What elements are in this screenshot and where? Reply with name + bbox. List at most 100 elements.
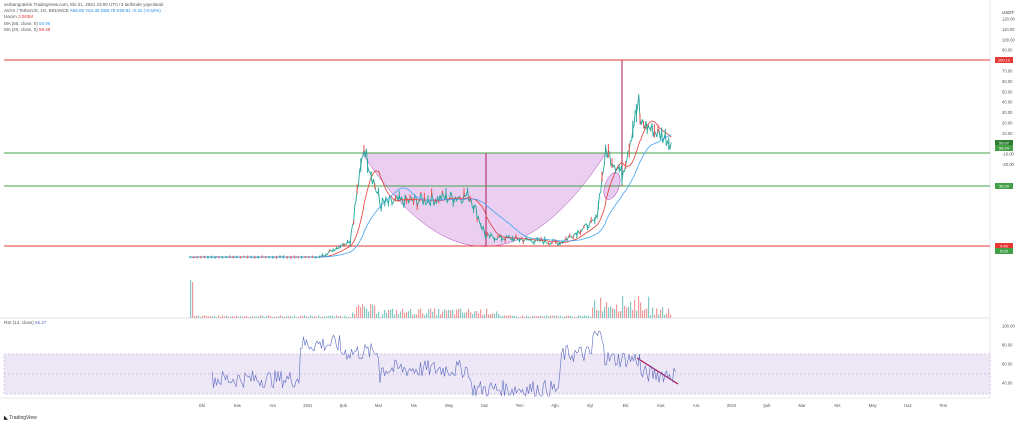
time-tick-label: Mar <box>798 403 806 408</box>
price-tag-text: 38.99 <box>999 184 1010 189</box>
volume-bar <box>396 310 398 318</box>
volume-bar <box>500 316 502 318</box>
time-tick-label: Şub <box>763 403 771 408</box>
volume-bar <box>532 315 534 318</box>
volume-bar <box>642 310 644 318</box>
volume-bar <box>658 314 660 318</box>
volume-bar <box>542 316 544 318</box>
volume-bar <box>574 316 576 318</box>
volume-bar <box>434 308 436 318</box>
volume-bar <box>334 316 336 318</box>
volume-bar <box>624 305 626 318</box>
volume-bar <box>230 316 232 318</box>
volume-bar <box>374 305 376 318</box>
volume-bar <box>410 308 412 318</box>
volume-bar <box>550 315 552 318</box>
price-tag-bg <box>995 183 1013 189</box>
volume-bar <box>306 316 308 318</box>
volume-bar <box>342 317 344 318</box>
rsi-tick-label: 40.00 <box>1002 381 1013 386</box>
volume-bar <box>370 304 372 318</box>
volume-bar <box>478 313 480 318</box>
volume-bar <box>290 315 292 318</box>
volume-bar <box>298 316 300 318</box>
volume-bar <box>292 317 294 318</box>
price-tag-bg <box>995 145 1013 151</box>
volume-bar <box>420 308 422 318</box>
volume-bar <box>336 315 338 318</box>
volume-bar <box>558 316 560 318</box>
volume-bar <box>362 304 364 318</box>
volume-legend[interactable]: Hacim 3.063M <box>4 14 164 20</box>
volume-bar <box>656 308 658 318</box>
volume-bar <box>398 314 400 318</box>
volume-bar <box>570 315 572 318</box>
volume-bar <box>318 315 320 318</box>
volume-bar <box>312 316 314 318</box>
volume-bar <box>436 315 438 318</box>
volume-bar <box>530 316 532 318</box>
price-tick-label: 60.00 <box>1002 79 1013 84</box>
volume-bar <box>210 316 212 318</box>
volume-bar <box>620 310 622 318</box>
volume-bar <box>522 315 524 318</box>
rsi-series <box>211 330 676 397</box>
volume-bar <box>348 316 350 318</box>
time-tick-label: May <box>869 403 878 408</box>
volume-bar <box>358 305 360 318</box>
volume-bar <box>368 311 370 318</box>
volume-bar <box>474 311 476 318</box>
volume-bar <box>636 310 638 318</box>
volume-bar <box>546 315 548 318</box>
volume-bar <box>464 312 466 318</box>
volume-bar <box>218 315 220 318</box>
volume-bar <box>268 315 270 318</box>
price-tag-text: 5.00 <box>1000 249 1009 254</box>
time-tick-label: Tem <box>516 403 524 408</box>
price-tick-label: 10.00 <box>1002 131 1013 136</box>
volume-bar <box>562 317 564 318</box>
time-tick-label: 2021 <box>303 403 313 408</box>
volume-bar <box>394 314 396 318</box>
volume-bar <box>670 314 672 318</box>
time-tick-label: Nis <box>834 403 840 408</box>
price-tick-label: 70.00 <box>1002 69 1013 74</box>
ma50-legend[interactable]: MA (50, close, 0) 58.96 <box>4 21 164 27</box>
volume-bar <box>646 308 648 318</box>
volume-bar <box>212 316 214 318</box>
volume-bar <box>190 280 192 318</box>
volume-bar <box>512 315 514 318</box>
ma20-legend[interactable]: MA (20, close, 0) 59.48 <box>4 27 164 33</box>
volume-bar <box>232 316 234 318</box>
volume-bar <box>616 304 618 318</box>
volume-bar <box>192 282 194 318</box>
price-tick-label: 90.00 <box>1002 48 1013 53</box>
volume-bar <box>206 315 208 318</box>
volume-bar <box>378 311 380 318</box>
volume-bar <box>612 308 614 318</box>
rsi-legend[interactable]: RSI (14, close) 55.27 <box>4 320 46 325</box>
volume-bar <box>364 306 366 318</box>
volume-bar <box>504 315 506 318</box>
time-tick-label: Eki <box>623 403 629 408</box>
volume-bar <box>556 315 558 318</box>
volume-bar <box>452 309 454 318</box>
volume-bar <box>564 316 566 318</box>
volume-bar <box>454 314 456 318</box>
price-tag-text: 58.24 <box>999 146 1010 151</box>
volume-bar <box>568 315 570 318</box>
volume-bar <box>432 311 434 318</box>
price-tick-label: 20.00 <box>1002 121 1013 126</box>
rsi-value: 55.27 <box>35 320 47 325</box>
price-tick-label: 120.00 <box>1002 17 1015 22</box>
tradingview-logo[interactable]: ◣ TradingView <box>4 415 37 421</box>
volume-bar <box>592 307 594 318</box>
volume-bar <box>470 311 472 318</box>
volume-bar <box>572 317 574 318</box>
volume-bar <box>366 308 368 318</box>
brand-text: TradingView <box>9 415 37 421</box>
volume-bar <box>660 309 662 318</box>
volume-bar <box>468 308 470 318</box>
time-tick-label: Ara <box>269 403 276 408</box>
